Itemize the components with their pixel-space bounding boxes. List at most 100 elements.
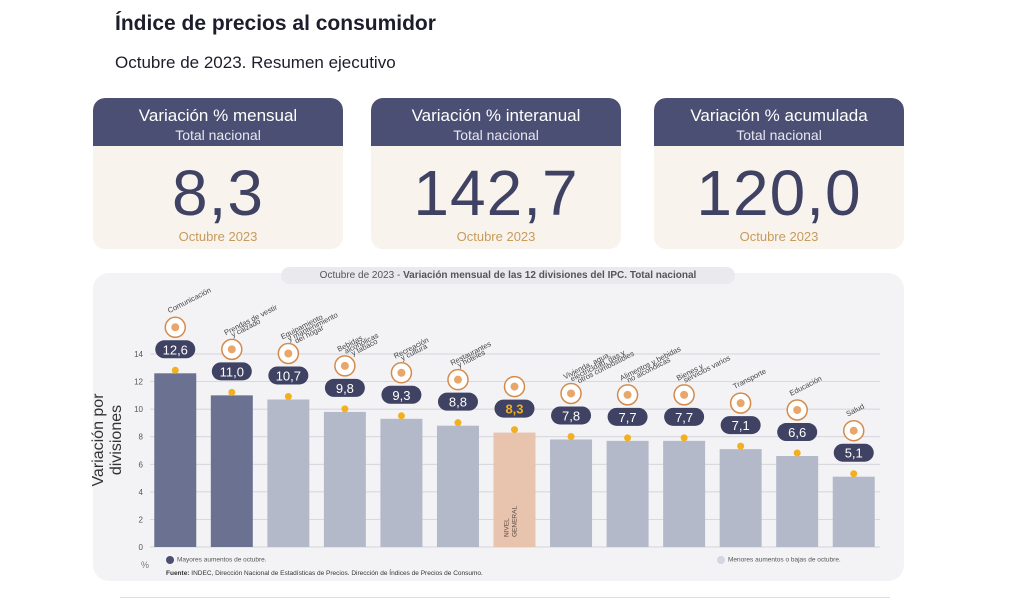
value-dot [624, 434, 632, 442]
value-dot [454, 419, 462, 427]
chicken-icon-detail [623, 390, 632, 399]
data-label: 12,6 [163, 342, 188, 357]
bar [719, 449, 762, 547]
value-dot [511, 426, 518, 434]
phone-icon-detail [171, 323, 180, 332]
card-scope: Total nacional [175, 127, 261, 143]
card-value: 120,0 [696, 157, 862, 229]
value-bubble [720, 416, 761, 435]
y-tick-label: 8 [139, 433, 144, 442]
card-period: Octubre 2023 [456, 229, 536, 244]
value-dot [567, 432, 575, 440]
card-scope: Total nacional [736, 127, 822, 143]
beach-umbrella-icon-detail [397, 368, 406, 377]
medical-cross-icon-detail [849, 426, 858, 435]
legend-high-swatch [166, 556, 174, 564]
bar [380, 418, 423, 547]
card-header: Variación % acumulada Total nacional [654, 98, 904, 146]
value-bubble [494, 399, 535, 418]
data-label: 7,1 [732, 418, 750, 433]
cutlery-icon-detail [453, 375, 462, 384]
value-dot [171, 366, 179, 374]
value-bubble [664, 407, 705, 426]
y-tick-label: 4 [139, 488, 144, 497]
data-label: 8,8 [449, 395, 467, 410]
y-tick-label: 0 [139, 543, 144, 552]
source-text: INDEC, Dirección Nacional de Estadística… [189, 570, 483, 577]
car-icon-detail [736, 399, 745, 408]
washing-machine-icon-detail [284, 349, 293, 358]
unit-label: % [141, 560, 150, 570]
divider [120, 597, 890, 598]
card-title: Variación % acumulada [690, 106, 868, 125]
category-label: Salud [845, 402, 866, 419]
bar [493, 432, 536, 547]
value-dot [341, 405, 349, 413]
data-label: 8,3 [505, 402, 523, 417]
bar [154, 373, 197, 547]
value-bubble [268, 366, 309, 385]
card-monthly: Variación % mensual Total nacional 8,3 O… [93, 98, 343, 249]
data-label: 9,8 [336, 381, 354, 396]
value-bubble [324, 378, 365, 397]
y-tick-label: 2 [139, 515, 144, 524]
legend-high: Mayores aumentos de octubre. [166, 556, 267, 564]
legend-low-swatch [717, 556, 725, 564]
shopping-basket-icon-detail [510, 382, 519, 391]
page-subtitle: Octubre de 2023. Resumen ejecutivo [115, 53, 396, 72]
card-header: Variación % interanual Total nacional [371, 98, 621, 146]
value-dot [737, 442, 745, 450]
bar [210, 395, 253, 547]
legend-high-label: Mayores aumentos de octubre. [177, 556, 267, 564]
bottle-icon-detail [340, 361, 349, 370]
category-label: Comunicación [166, 285, 212, 315]
card-accumulated: Variación % acumulada Total nacional 120… [654, 98, 904, 249]
y-tick-label: 14 [134, 350, 143, 359]
data-label: 5,1 [845, 446, 863, 461]
bar [267, 399, 310, 547]
data-label: 9,3 [392, 388, 410, 403]
value-dot [680, 434, 688, 442]
data-label: 6,6 [788, 425, 806, 440]
card-scope: Total nacional [453, 127, 539, 143]
source-label: Fuente: [166, 570, 190, 577]
bar [436, 425, 479, 547]
card-title: Variación % interanual [411, 106, 581, 125]
chart-title-prefix: Octubre de 2023 - [319, 270, 404, 281]
value-dot [397, 412, 405, 420]
card-title: Variación % mensual [138, 106, 298, 125]
legend-low-label: Menores aumentos o bajas de octubre. [728, 556, 841, 564]
value-bubble [437, 392, 478, 411]
chart-title: Octubre de 2023 - Variación mensual de l… [281, 267, 735, 284]
card-yearly: Variación % interanual Total nacional 14… [371, 98, 621, 249]
data-label: 7,7 [675, 410, 693, 425]
card-period: Octubre 2023 [739, 229, 819, 244]
bar [776, 456, 819, 547]
category-label: Educación [788, 374, 823, 398]
bar [550, 439, 593, 547]
card-value: 8,3 [172, 157, 264, 229]
value-bubble [381, 385, 422, 404]
card-period: Octubre 2023 [178, 229, 258, 244]
scissors-icon-detail [680, 390, 689, 399]
book-icon-detail [793, 406, 802, 415]
value-bubble [551, 406, 592, 425]
value-bubble [211, 362, 252, 381]
data-label: 7,8 [562, 408, 580, 423]
chart-title-main: Variación mensual de las 12 divisiones d… [403, 270, 697, 281]
value-bubble [607, 407, 648, 426]
value-dot [850, 470, 858, 478]
source-note: Fuente: INDEC, Dirección Nacional de Est… [166, 570, 483, 577]
bar [606, 440, 649, 547]
value-dot [284, 392, 292, 400]
data-label: 10,7 [276, 368, 301, 383]
value-bubble [777, 423, 818, 442]
value-dot [228, 388, 236, 396]
legend-low: Menores aumentos o bajas de octubre. [717, 556, 841, 564]
shirt-icon-detail [227, 345, 236, 354]
bar [663, 440, 706, 547]
y-tick-label: 12 [134, 378, 143, 387]
value-dot [793, 449, 801, 457]
y-tick-label: 6 [139, 460, 144, 469]
